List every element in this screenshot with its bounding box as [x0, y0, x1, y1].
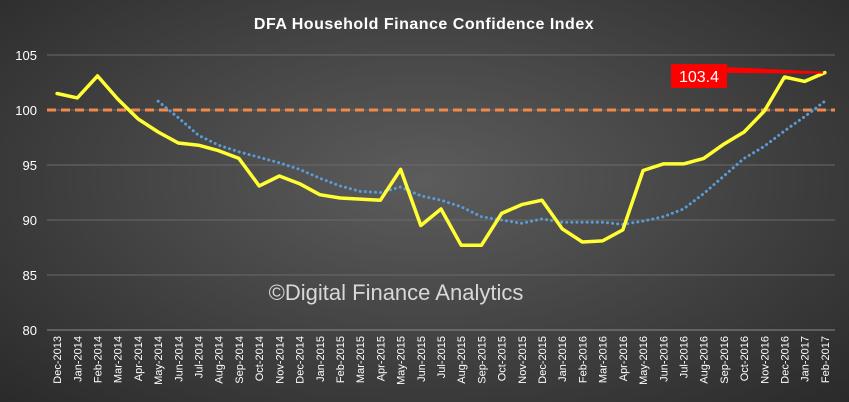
x-tick-label: Sep-2014	[234, 336, 246, 384]
x-tick-label: Aug-2015	[456, 336, 468, 384]
y-tick-label: 90	[23, 213, 37, 228]
y-axis-ticks: 80 85 90 95 100 105	[15, 48, 37, 338]
x-tick-label: Jul-2016	[678, 336, 690, 378]
index-line	[55, 70, 827, 248]
callout-label: 103.4	[679, 69, 719, 86]
x-axis-ticks: Dec-2013 Jan-2014 Feb-2014 Mar-2014 Apr-2014…	[52, 336, 832, 385]
x-tick-label: Feb-2014	[93, 336, 105, 383]
series-group	[55, 70, 827, 248]
x-tick-label: Aug-2014	[214, 336, 226, 384]
y-tick-label: 100	[15, 103, 37, 118]
x-tick-label: Jan-2017	[800, 336, 812, 382]
x-tick-label: Feb-2017	[820, 336, 832, 383]
x-tick-label: Mar-2014	[113, 336, 125, 383]
y-tick-label: 105	[15, 48, 37, 63]
y-tick-label: 85	[23, 268, 37, 283]
x-tick-label: Oct-2015	[497, 336, 509, 381]
x-tick-label: Apr-2016	[618, 336, 630, 381]
x-tick-label: Sep-2016	[719, 336, 731, 384]
watermark: ©Digital Finance Analytics	[269, 280, 524, 305]
x-tick-label: May-2014	[153, 336, 165, 385]
x-tick-label: Jan-2014	[72, 336, 84, 382]
x-tick-label: Apr-2015	[375, 336, 387, 381]
x-tick-label: Dec-2016	[779, 336, 791, 384]
callout-pointer	[725, 67, 823, 74]
x-tick-label: Nov-2016	[759, 336, 771, 384]
x-tick-label: Feb-2016	[577, 336, 589, 383]
x-tick-label: Jun-2015	[416, 336, 428, 382]
y-tick-label: 95	[23, 158, 37, 173]
x-tick-label: May-2015	[396, 336, 408, 385]
x-tick-label: Sep-2015	[476, 336, 488, 384]
x-tick-label: Aug-2016	[699, 336, 711, 384]
x-tick-label: Jul-2015	[436, 336, 448, 378]
x-tick-label: Dec-2013	[52, 336, 64, 384]
x-tick-label: Mar-2015	[355, 336, 367, 383]
x-tick-label: Dec-2015	[537, 336, 549, 384]
x-tick-label: May-2016	[638, 336, 650, 385]
callout-group: 103.4	[671, 64, 823, 88]
x-tick-label: Mar-2016	[598, 336, 610, 383]
x-tick-label: Oct-2014	[254, 336, 266, 381]
y-tick-label: 80	[23, 323, 37, 338]
x-tick-label: Oct-2016	[739, 336, 751, 381]
x-tick-label: Jun-2016	[658, 336, 670, 382]
trend-line	[156, 99, 827, 226]
x-tick-label: Jun-2014	[173, 336, 185, 382]
x-tick-label: Apr-2014	[133, 336, 145, 381]
x-tick-label: Jan-2015	[315, 336, 327, 382]
x-tick-label: Jul-2014	[194, 336, 206, 378]
callout-box	[671, 64, 727, 88]
x-tick-label: Dec-2014	[295, 336, 307, 384]
chart-title: DFA Household Finance Confidence Index	[254, 16, 594, 33]
x-tick-label: Jan-2016	[557, 336, 569, 382]
x-tick-label: Nov-2014	[274, 336, 286, 384]
x-tick-label: Nov-2015	[517, 336, 529, 384]
x-tick-label: Feb-2015	[335, 336, 347, 383]
